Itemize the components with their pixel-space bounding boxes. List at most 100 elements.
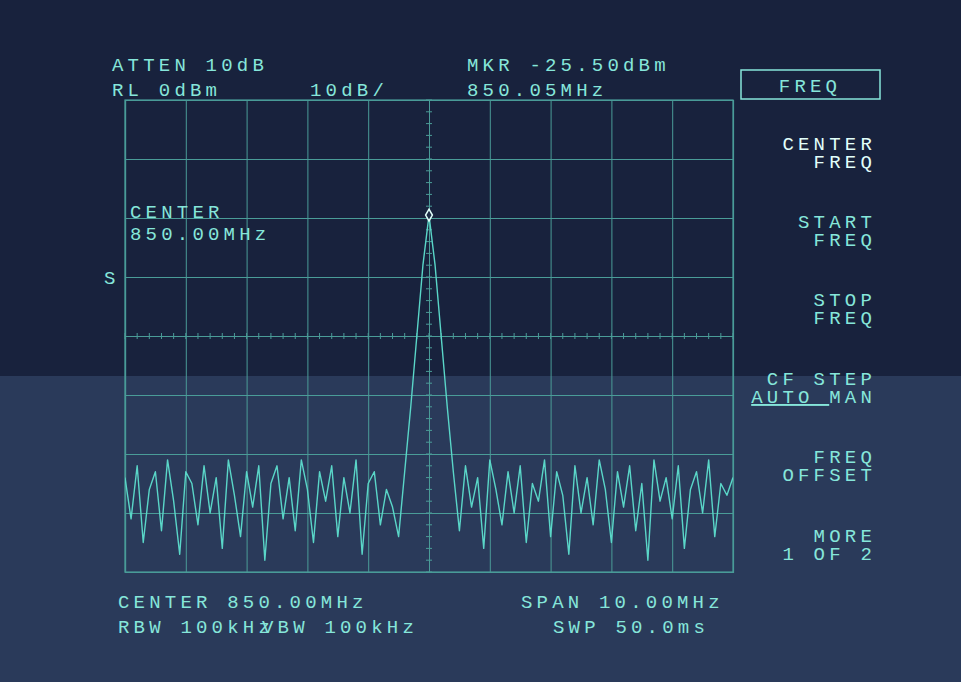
minor-tick (426, 489, 432, 490)
minor-tick (538, 333, 539, 339)
softkey[interactable]: CF STEPAUTO MAN (751, 369, 876, 409)
minor-tick (392, 333, 393, 339)
minor-tick (222, 333, 223, 339)
minor-tick (426, 572, 432, 573)
minor-tick (426, 265, 432, 266)
minor-tick (720, 333, 721, 339)
minor-tick (426, 524, 432, 525)
minor-tick (426, 206, 432, 207)
softkey[interactable]: STARTFREQ (798, 212, 876, 252)
readout-text: MKR -25.50dBm (467, 55, 670, 77)
minor-tick (426, 288, 432, 289)
minor-tick (526, 333, 527, 339)
minor-tick (426, 182, 432, 183)
minor-tick (426, 312, 432, 313)
softkey[interactable]: FREQOFFSET (782, 447, 876, 487)
minor-tick (270, 333, 271, 339)
minor-tick (173, 333, 174, 339)
softkey-label[interactable]: 1 OF 2 (782, 544, 876, 566)
minor-tick (356, 333, 357, 339)
minor-tick (426, 383, 432, 384)
readout-text: RBW 100kHz (118, 617, 274, 639)
minor-tick (295, 333, 296, 339)
readout-text: RL 0dBm (112, 80, 221, 102)
y-tick (125, 454, 733, 455)
minor-tick (197, 333, 198, 339)
softkey[interactable]: CENTERFREQ (782, 134, 876, 174)
spectrum-trace (125, 215, 733, 560)
readout-text: CENTER (130, 202, 224, 224)
readout-text: 850.00MHz (130, 224, 270, 246)
minor-tick (426, 277, 432, 278)
minor-tick (574, 333, 575, 339)
softkey[interactable]: STOPFREQ (814, 290, 876, 330)
background (0, 0, 961, 682)
readout-text: CENTER 850.00MHz (118, 592, 368, 614)
minor-tick (426, 300, 432, 301)
readout-text: VBW 100kHz (262, 617, 418, 639)
softkey-label[interactable]: AUTO MAN (751, 387, 876, 409)
minor-tick (684, 333, 685, 339)
minor-tick (380, 333, 381, 339)
minor-tick (465, 333, 466, 339)
minor-tick (426, 406, 432, 407)
minor-tick (426, 111, 432, 112)
softkey[interactable]: MORE1 OF 2 (782, 526, 876, 566)
minor-tick (426, 513, 432, 514)
minor-tick (696, 333, 697, 339)
minor-tick (368, 333, 369, 339)
minor-tick (404, 333, 405, 339)
y-tick (125, 513, 733, 514)
softkey-label[interactable]: OFFSET (782, 465, 876, 487)
y-grid-line (125, 513, 733, 514)
minor-tick (660, 333, 661, 339)
softkey-label[interactable]: FREQ (814, 230, 876, 252)
readouts: ATTEN 10dB RL 0dBm 10dB/MKR -25.50dBm 850.0… (104, 55, 724, 639)
readout-text: S (104, 268, 120, 290)
minor-tick (426, 241, 432, 242)
minor-tick (426, 560, 432, 561)
minor-tick (258, 333, 259, 339)
y-grid-line (125, 395, 733, 396)
screen: ATTEN 10dB RL 0dBm 10dB/MKR -25.50dBm 850.0… (0, 0, 961, 682)
y-axis (125, 101, 733, 573)
minor-tick (426, 135, 432, 136)
minor-tick (426, 347, 432, 348)
softkey-option: AUTO (751, 387, 829, 409)
minor-tick (137, 333, 138, 339)
minor-tick (426, 336, 432, 337)
softkey-menu: FREQCENTERFREQSTARTFREQSTOPFREQCF STEPAU… (741, 70, 880, 566)
minor-tick (426, 123, 432, 124)
y-tick (125, 159, 733, 160)
softkey-label[interactable]: FREQ (814, 152, 876, 174)
minor-tick (550, 333, 551, 339)
minor-tick (246, 333, 247, 339)
readout-text: SPAN 10.00MHz (521, 592, 724, 614)
softkey-option: MAN (829, 387, 876, 409)
graticule-minor (125, 100, 733, 572)
minor-tick (426, 359, 432, 360)
minor-tick (453, 333, 454, 339)
minor-tick (635, 333, 636, 339)
readout-text: ATTEN 10dB (112, 55, 268, 77)
minor-tick (125, 333, 126, 339)
y-tick (125, 395, 733, 396)
y-tick (125, 277, 733, 278)
minor-tick (426, 170, 432, 171)
x-axis-line (126, 100, 734, 573)
minor-tick (426, 324, 432, 325)
softkey-label[interactable]: FREQ (814, 308, 876, 330)
minor-tick (426, 253, 432, 254)
readout-text: 10dB/ (310, 80, 388, 102)
minor-tick (562, 333, 563, 339)
menu-title: FREQ (779, 76, 841, 98)
minor-tick (343, 333, 344, 339)
minor-tick (426, 418, 432, 419)
minor-tick (623, 333, 624, 339)
minor-tick (426, 501, 432, 502)
minor-tick (477, 333, 478, 339)
minor-tick (307, 333, 308, 339)
minor-tick (647, 333, 648, 339)
readout-text: 850.05MHz (467, 80, 607, 102)
minor-tick (426, 395, 432, 396)
